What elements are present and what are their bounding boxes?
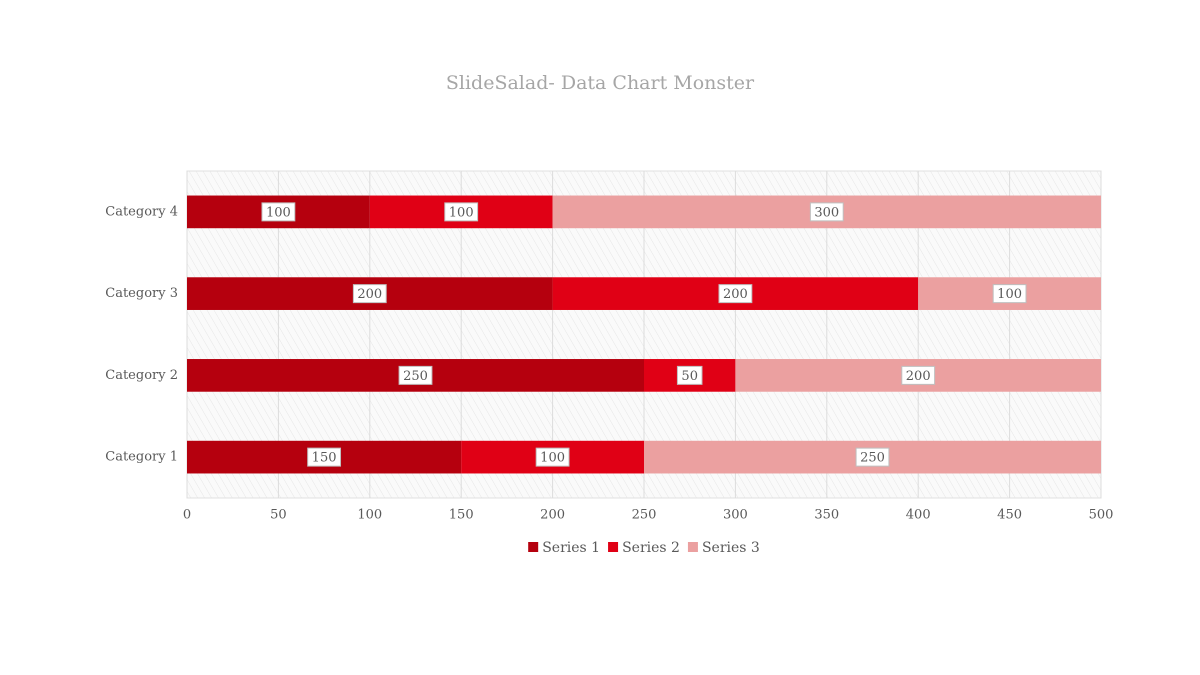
data-label-box — [992, 284, 1027, 304]
data-label-box — [718, 284, 753, 304]
legend-label: Series 2 — [622, 540, 680, 556]
legend-label: Series 1 — [542, 540, 600, 556]
x-tick-label: 0 — [183, 508, 191, 523]
x-tick-label: 450 — [997, 508, 1022, 523]
x-tick-label: 150 — [449, 508, 474, 523]
data-label: 100 — [540, 451, 565, 466]
data-label: 200 — [723, 287, 748, 302]
x-tick-label: 200 — [540, 508, 565, 523]
data-label: 150 — [312, 451, 337, 466]
data-label-box — [809, 202, 844, 222]
data-label-box — [535, 447, 570, 467]
data-label: 200 — [906, 369, 931, 384]
data-label-box — [261, 202, 296, 222]
x-tick-label: 100 — [357, 508, 382, 523]
data-label: 100 — [997, 287, 1022, 302]
data-label: 250 — [403, 369, 428, 384]
data-label-box — [352, 284, 387, 304]
data-label-box — [398, 365, 433, 385]
x-tick-label: 350 — [814, 508, 839, 523]
data-label-box — [901, 365, 936, 385]
data-label-box — [676, 365, 703, 385]
legend-item: Series 3 — [687, 540, 760, 556]
data-label: 50 — [681, 369, 698, 384]
legend-label: Series 3 — [702, 540, 760, 556]
legend-swatch — [608, 542, 619, 552]
y-tick-label: Category 3 — [105, 286, 178, 301]
y-tick-label: Category 2 — [105, 368, 178, 383]
data-label-box — [307, 447, 342, 467]
chart-title: SlideSalad- Data Chart Monster — [446, 72, 755, 94]
data-label-box — [855, 447, 890, 467]
y-tick-label: Category 4 — [105, 204, 178, 219]
x-tick-label: 400 — [906, 508, 931, 523]
data-label: 200 — [357, 287, 382, 302]
x-tick-label: 300 — [723, 508, 748, 523]
data-label-box — [444, 202, 479, 222]
y-tick-label: Category 1 — [105, 450, 178, 465]
legend-item: Series 2 — [608, 540, 680, 556]
labels: 0 50 100 150 200 250 300 350 400 450 500 Category 1… — [105, 202, 1114, 523]
x-tick-label: 250 — [632, 508, 657, 523]
x-tick-label: 500 — [1089, 508, 1114, 523]
data-label: 100 — [449, 205, 474, 220]
data-label: 300 — [814, 205, 839, 220]
legend-item: Series 1 — [528, 540, 600, 556]
data-label: 100 — [266, 205, 291, 220]
x-tick-label: 50 — [270, 508, 287, 523]
data-label: 250 — [860, 451, 885, 466]
legend-swatch — [528, 542, 539, 552]
legend-swatch — [687, 542, 698, 552]
